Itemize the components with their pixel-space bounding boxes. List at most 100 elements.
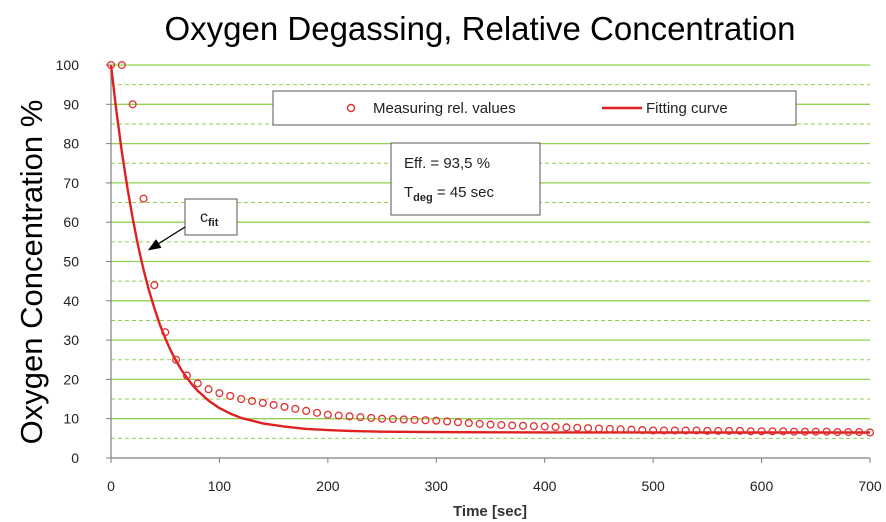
y-tick-label: 30 (63, 332, 79, 348)
data-point (388, 415, 397, 424)
data-point (117, 60, 126, 70)
data-point (573, 423, 582, 432)
y-axis-label: Oxygen Concentration % (14, 100, 49, 445)
data-point (768, 427, 777, 436)
data-point (833, 428, 842, 437)
data-point (746, 427, 755, 436)
x-tick-label: 200 (316, 478, 340, 494)
data-point (464, 418, 473, 428)
data-point (605, 424, 614, 433)
y-tick-label: 10 (63, 411, 79, 427)
data-point (475, 419, 484, 428)
data-point (508, 421, 517, 430)
callout-arrow (147, 226, 186, 251)
data-point (692, 426, 701, 435)
data-point (757, 427, 766, 436)
data-point (258, 398, 267, 408)
data-point (291, 404, 300, 413)
data-point (497, 420, 506, 430)
y-tick-label: 50 (63, 254, 79, 270)
legend-marker-measuring (346, 103, 356, 113)
legend-box (272, 90, 797, 126)
data-point (724, 426, 734, 435)
data-point (844, 428, 853, 437)
data-point (540, 422, 549, 431)
data-point (215, 389, 224, 398)
data-point (139, 194, 148, 203)
data-point (822, 427, 831, 436)
info-tdeg-rest: = 45 sec (433, 184, 495, 201)
chart-title: Oxygen Degassing, Relative Concentration (164, 10, 795, 47)
data-point (356, 413, 365, 422)
data-point (735, 426, 744, 435)
data-point (182, 371, 191, 380)
data-point (150, 281, 159, 290)
callout-sub: fit (208, 217, 219, 229)
data-point (638, 426, 647, 435)
data-point (529, 422, 538, 431)
callout-box (184, 198, 238, 236)
info-degassing-time: Tdeg = 45 sec (404, 184, 495, 204)
data-point (345, 412, 354, 421)
y-tick-label: 80 (63, 136, 79, 152)
data-point (865, 428, 875, 437)
info-box: Eff. = 93,5 % Tdeg = 45 sec (390, 142, 541, 216)
fitting-curve (109, 64, 870, 434)
data-point (226, 391, 235, 400)
data-point (790, 427, 799, 436)
data-point (237, 394, 246, 404)
data-point (779, 427, 788, 436)
data-point (551, 422, 560, 432)
data-point (670, 426, 679, 435)
y-tick-label: 40 (63, 293, 79, 309)
data-point (627, 425, 636, 434)
data-point (562, 423, 571, 432)
data-point (106, 60, 116, 70)
y-tick-label: 90 (63, 96, 79, 112)
data-point (128, 100, 137, 109)
fitting-curve-layer (109, 64, 870, 434)
x-tick-label: 300 (425, 478, 449, 494)
info-tdeg-sub: deg (413, 192, 433, 204)
tick-labels: 0 10 20 30 40 50 60 70 80 90 100 0 100 200 300 400 500 60… (56, 57, 882, 494)
callout-label: cfit (200, 209, 219, 229)
data-point (247, 396, 257, 406)
data-point (334, 411, 343, 420)
data-point (649, 426, 658, 435)
data-point (302, 406, 311, 415)
data-point (659, 426, 669, 435)
y-tick-label: 60 (63, 214, 79, 230)
data-point (193, 379, 202, 388)
x-tick-label: 400 (533, 478, 557, 494)
data-point (367, 413, 376, 422)
y-tick-label: 70 (63, 175, 79, 191)
callout-cfit: cfit (147, 198, 238, 251)
info-tdeg-main: T (404, 184, 413, 201)
data-point (518, 421, 528, 430)
y-tick-label: 20 (63, 371, 79, 387)
data-point (453, 418, 463, 427)
data-point (486, 420, 495, 429)
data-point (432, 416, 441, 425)
data-point (714, 426, 723, 435)
data-point (681, 426, 690, 435)
data-point (584, 424, 593, 433)
data-point (172, 355, 181, 364)
x-tick-label: 500 (641, 478, 665, 494)
callout-main: c (200, 209, 208, 226)
measuring-points-layer (106, 60, 875, 437)
x-tick-label: 100 (208, 478, 232, 494)
legend-label-fitting: Fitting curve (646, 100, 728, 117)
legend: Measuring rel. values Fitting curve (272, 90, 797, 126)
data-point (443, 417, 452, 426)
data-point (410, 415, 419, 424)
data-point (312, 408, 322, 417)
data-point (280, 402, 289, 411)
info-efficiency: Eff. = 93,5 % (404, 155, 490, 172)
data-point (204, 385, 213, 394)
x-tick-label: 600 (750, 478, 774, 494)
data-point (703, 426, 712, 435)
info-box-frame (390, 142, 541, 216)
data-point (616, 425, 625, 434)
